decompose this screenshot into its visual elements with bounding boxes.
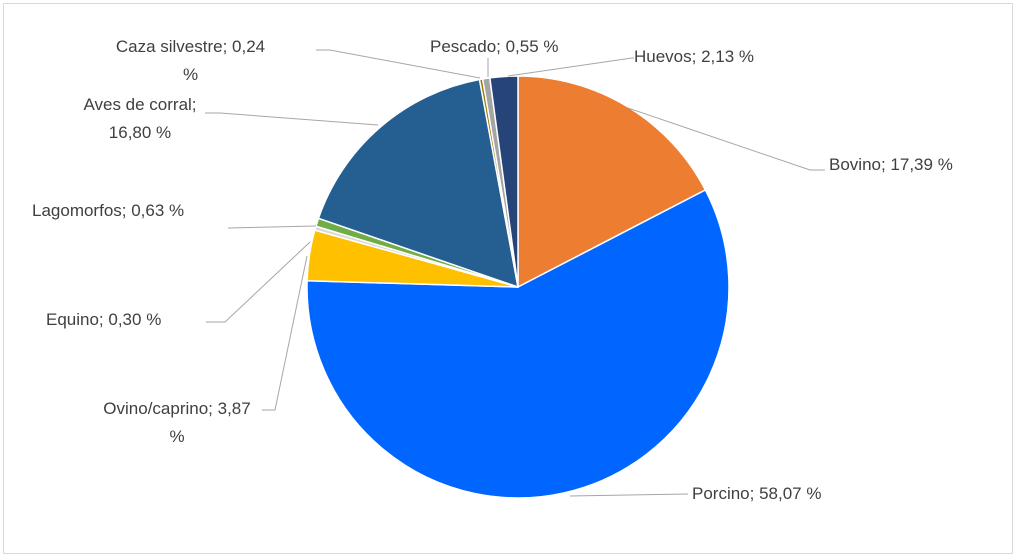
data-label: Porcino; 58,07 % — [692, 484, 822, 503]
leader-line — [507, 57, 634, 77]
data-label: Huevos; 2,13 % — [634, 47, 755, 66]
pie-slice — [488, 75, 519, 288]
pie-slice — [517, 75, 707, 289]
data-label: Ovino/caprino; 3,87 % — [103, 399, 251, 446]
pie-slice — [306, 188, 730, 499]
leader-line — [627, 107, 825, 171]
leader-line — [569, 493, 689, 497]
data-label: Caza silvestre; 0,24 % — [115, 37, 266, 84]
data-label: Lagomorfos; 0,63 % — [32, 201, 185, 220]
data-label: Aves de corral; 16,80 % — [83, 95, 197, 142]
data-label: Equino; 0,30 % — [46, 310, 162, 329]
data-label: Pescado; 0,55 % — [430, 37, 559, 56]
data-label: Bovino; 17,39 % — [829, 155, 953, 174]
leader-line — [205, 112, 379, 126]
leader-line — [206, 241, 311, 323]
leader-line — [316, 49, 481, 79]
leader-line — [227, 225, 317, 229]
pie-slice — [317, 78, 519, 289]
leader-line — [262, 255, 308, 411]
